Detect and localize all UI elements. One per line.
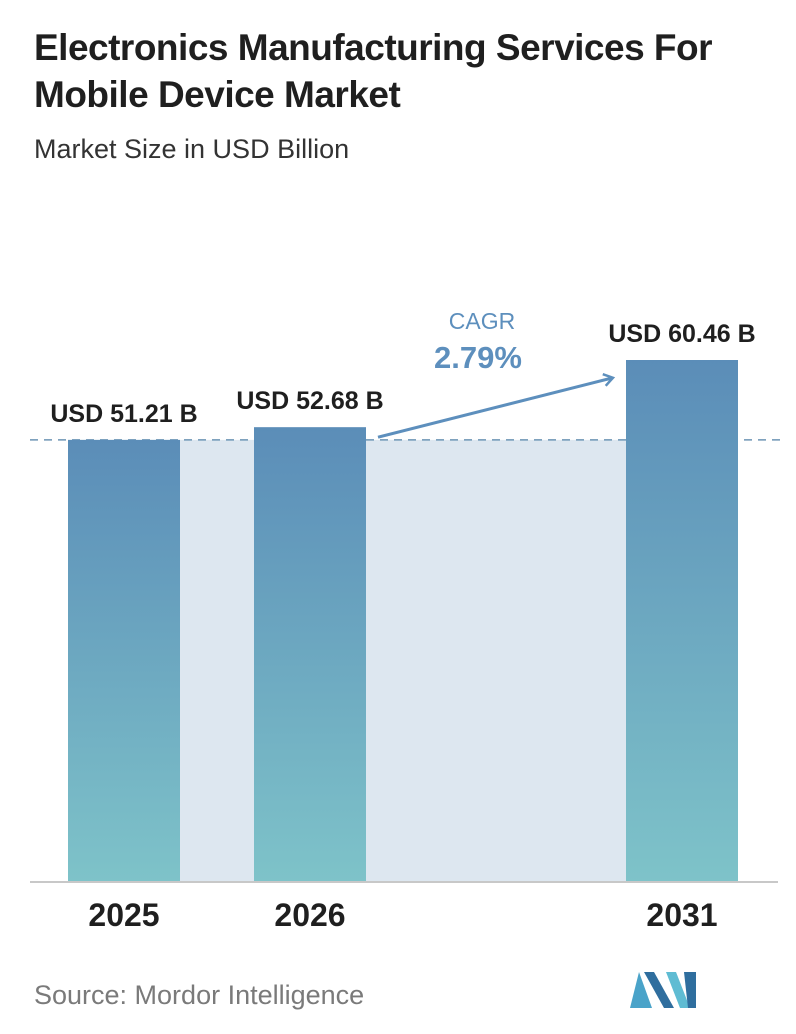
bar-chart: USD 51.21 B USD 52.68 B USD 60.46 B 2025 20… <box>30 308 782 933</box>
bar-2025 <box>68 439 180 882</box>
baseline-band <box>180 439 626 882</box>
cagr-label: CAGR <box>449 308 515 334</box>
source-note: Source: Mordor Intelligence <box>34 980 365 1010</box>
mordor-intelligence-logo-icon <box>630 972 696 1008</box>
cagr-value: 2.79% <box>434 340 522 375</box>
value-label-2026: USD 52.68 B <box>236 387 383 415</box>
x-tick-label-2031: 2031 <box>646 897 717 933</box>
chart-subtitle: Market Size in USD Billion <box>34 134 350 164</box>
bar-2031 <box>626 360 738 882</box>
x-tick-label-2025: 2025 <box>88 897 159 933</box>
value-label-2025: USD 51.21 B <box>50 400 197 428</box>
cagr-arrow <box>377 378 612 439</box>
x-tick-label-2026: 2026 <box>274 897 345 933</box>
bar-2026 <box>254 427 366 882</box>
chart-title: Electronics Manufacturing Services For M… <box>34 27 713 115</box>
value-label-2031: USD 60.46 B <box>608 320 755 348</box>
